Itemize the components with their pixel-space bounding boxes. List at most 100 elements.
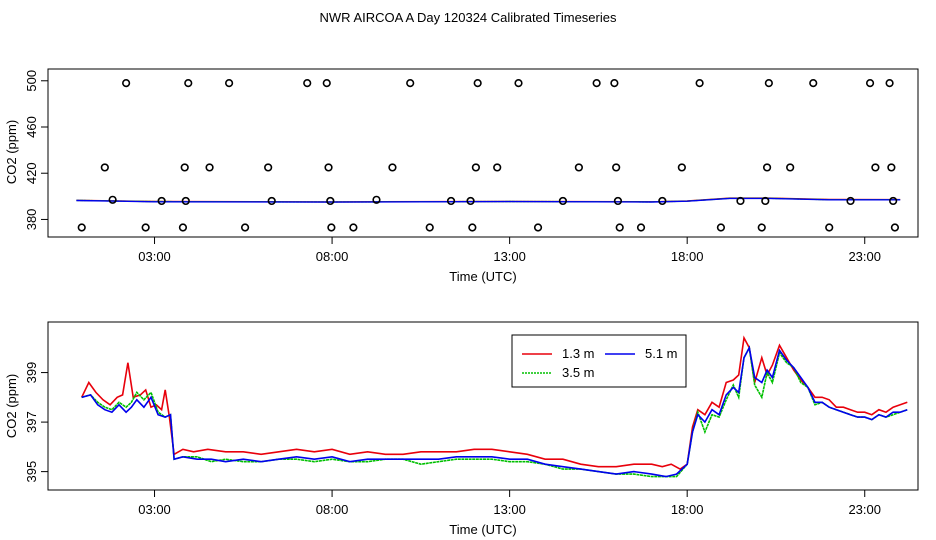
calibration-point [761,196,770,206]
calibration-point [388,163,397,172]
calibration-point [533,223,543,232]
calibration-point [677,163,686,172]
y-tick-label: 500 [24,70,39,92]
calibration-point [77,223,86,232]
calibration-point [890,223,900,232]
calibration-point [574,163,583,172]
calibration-point [180,163,189,172]
x-tick-label: 08:00 [316,249,349,264]
legend-label-5-1m: 5.1 m [645,346,678,361]
calibration-point [636,223,646,232]
calibration-point [184,78,193,88]
calibration-point [466,196,475,206]
series-line-5-1-m [81,345,908,478]
x-tick-label: 03:00 [138,502,171,517]
calibration-point [240,223,250,232]
legend: 1.3 m 3.5 m 5.1 m [511,334,687,388]
calibration-point [716,223,726,232]
calibration-point [889,196,898,206]
calibration-point [122,78,131,88]
top-calibration-points [77,78,900,232]
calibration-point [762,163,772,172]
bottom-plot-frame [47,321,919,491]
calibration-point [846,196,855,206]
calibration-point [558,196,567,206]
calibration-point [612,163,621,172]
calibration-point [885,78,894,88]
bottom-y-axis-label: CO2 (ppm) [4,374,19,438]
legend-label-3-5m: 3.5 m [562,365,595,380]
series-line-2 [76,197,901,203]
calibration-point [349,223,358,232]
bottom-y-axis: 395 397 399 [24,362,48,483]
x-tick-label: 23:00 [848,502,881,517]
calibration-point [809,78,818,88]
x-tick-label: 18:00 [671,249,704,264]
calibration-point [786,163,795,172]
calibration-point [326,196,335,206]
calibration-point [157,196,166,206]
top-series-lines [76,197,901,203]
calibration-point [225,78,234,88]
legend-box [511,334,687,388]
calibration-point [493,163,502,172]
calibration-point [446,196,456,206]
calibration-point [267,196,276,206]
calibration-point [592,78,601,88]
top-plot-frame [47,68,919,238]
calibration-point [865,78,875,88]
legend-label-1-3m: 1.3 m [562,346,595,361]
calibration-point [100,163,109,172]
top-y-axis-label: CO2 (ppm) [4,120,19,184]
calibration-point [303,78,312,88]
figure-title: NWR AIRCOA A Day 120324 Calibrated Times… [320,10,617,25]
calibration-point [473,78,482,88]
bottom-panel: 03:00 08:00 13:00 18:00 23:00 395 397 399 Time… [4,321,919,537]
calibration-point [613,196,623,206]
calibration-point [181,196,190,206]
x-tick-label: 23:00 [848,249,881,264]
calibration-point [610,78,619,88]
calibration-point [658,196,667,206]
calibration-point [468,223,477,232]
calibration-point [322,78,331,88]
top-y-axis: 380 420 460 500 [24,70,48,230]
calibration-point [178,223,188,232]
x-tick-label: 08:00 [316,502,349,517]
calibration-point [825,223,834,232]
calibration-point [514,78,523,88]
calibration-point [205,163,214,172]
y-tick-label: 380 [24,209,39,231]
y-tick-label: 460 [24,116,39,138]
x-tick-label: 13:00 [493,249,526,264]
calibration-point [764,78,773,88]
x-tick-label: 03:00 [138,249,171,264]
y-tick-label: 395 [24,461,39,483]
calibration-point [327,223,336,232]
x-tick-label: 13:00 [493,502,526,517]
calibration-point [406,78,415,88]
calibration-point [372,195,381,204]
calibration-point [141,223,150,232]
top-panel: 03:00 08:00 13:00 18:00 23:00 380 420 460 500 T… [4,68,919,284]
calibration-point [425,223,434,232]
calibration-point [471,163,480,172]
calibration-point [615,223,624,232]
calibration-point [887,163,896,172]
calibration-point [108,195,117,204]
y-tick-label: 399 [24,362,39,384]
series-line-1-3-m [80,335,908,471]
y-tick-label: 420 [24,162,39,184]
calibration-point [736,196,745,206]
bottom-x-axis: 03:00 08:00 13:00 18:00 23:00 [138,490,881,517]
x-tick-label: 18:00 [671,502,704,517]
top-x-axis-label: Time (UTC) [449,269,516,284]
top-x-axis: 03:00 08:00 13:00 18:00 23:00 [138,237,881,264]
y-tick-label: 397 [24,411,39,433]
calibration-point [757,223,766,232]
calibration-point [324,163,333,172]
bottom-x-axis-label: Time (UTC) [449,522,516,537]
calibration-point [871,163,880,172]
bottom-series-lines [80,335,908,478]
